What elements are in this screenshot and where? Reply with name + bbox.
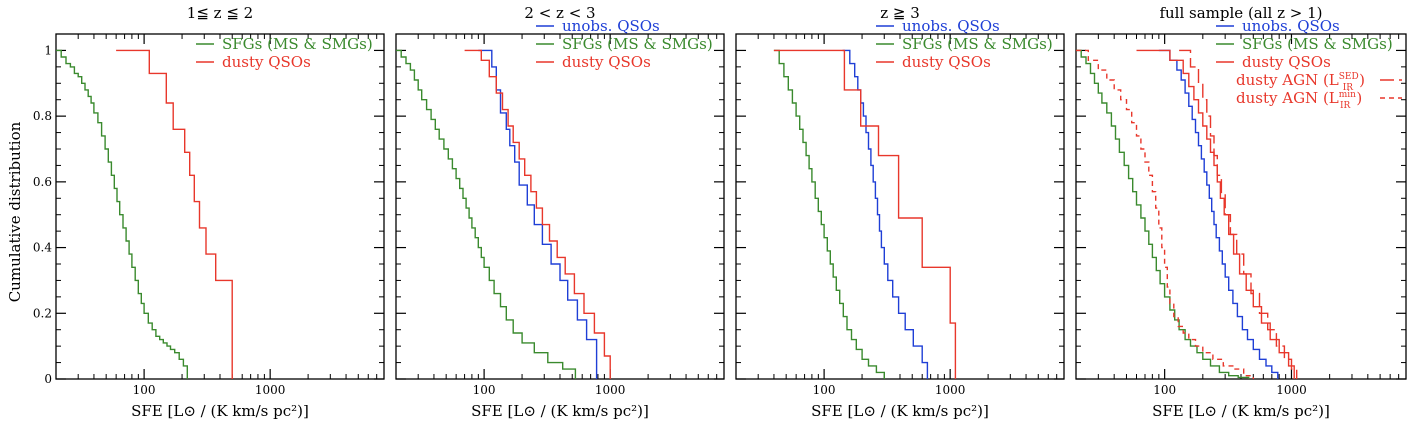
plot-frame xyxy=(735,33,1065,380)
legend-label: dusty QSOs xyxy=(562,53,651,71)
legend-entry: SFGs (MS & SMGs) xyxy=(1216,35,1393,53)
panel-4: full sample (all z > 1) 100 1000 SFE [L⊙ / … xyxy=(1075,4,1407,420)
panel-1: 1≦ z ≦ 2 100 1000 0 0.2 0.4 0.6 0.8 1 SFE [L⊙ / (… xyxy=(33,4,385,420)
panel-title: z ≧ 3 xyxy=(880,4,920,22)
legend-entry: dusty QSOs xyxy=(196,53,311,71)
x-tick-label: 1000 xyxy=(255,383,286,397)
legend-entry: dusty AGN (LSED IR) xyxy=(1236,71,1402,93)
series-sfgs-ms-smgs xyxy=(1076,49,1250,379)
x-tick-label: 1000 xyxy=(1276,383,1307,397)
series-sfgs-ms-smgs xyxy=(56,49,188,379)
series-dusty-qsos xyxy=(116,49,233,379)
y-tick-label: 0.4 xyxy=(33,241,52,255)
series-unobs-qsos xyxy=(842,49,929,379)
series-dusty-agn-l-ir-min xyxy=(1076,49,1254,379)
panel-title: full sample (all z > 1) xyxy=(1159,4,1322,22)
x-tick-label: 1000 xyxy=(935,383,966,397)
legend-label: dusty QSOs xyxy=(902,53,991,71)
x-tick-label: 100 xyxy=(813,383,836,397)
y-tick-label: 0.2 xyxy=(33,306,52,320)
legend-entry: dusty QSOs xyxy=(876,53,991,71)
x-tick-label: 100 xyxy=(133,383,156,397)
legend-entry: SFGs (MS & SMGs) xyxy=(876,35,1053,53)
y-tick-label: 0 xyxy=(44,372,52,386)
panel-title: 1≦ z ≦ 2 xyxy=(187,4,253,22)
legend-entry: unobs. QSOs xyxy=(876,17,1000,35)
series-unobs-qsos xyxy=(1158,49,1279,379)
series-dusty-qsos xyxy=(464,49,611,379)
x-axis-label: SFE [L⊙ / (K km/s pc²)] xyxy=(1152,402,1330,420)
legend-entry: unobs. QSOs xyxy=(1216,17,1340,35)
y-tick-label: 0.8 xyxy=(33,109,52,123)
panel-3: z ≧ 3 100 1000 SFE [L⊙ / (K km/s pc²)] unobs… xyxy=(735,4,1065,420)
x-tick-label: 1000 xyxy=(595,383,626,397)
legend-label: dusty QSOs xyxy=(222,53,311,71)
legend-label: SFGs (MS & SMGs) xyxy=(902,35,1053,53)
legend-entry: SFGs (MS & SMGs) xyxy=(196,35,373,53)
x-tick-label: 100 xyxy=(473,383,496,397)
legend-label: unobs. QSOs xyxy=(1242,17,1340,35)
legend-label: dusty AGN (Lmin IR) xyxy=(1236,89,1362,111)
x-axis-label: SFE [L⊙ / (K km/s pc²)] xyxy=(131,402,309,420)
series-dusty-agn-l-ir-sed xyxy=(1179,49,1298,379)
x-tick-label: 100 xyxy=(1153,383,1176,397)
legend-entry: SFGs (MS & SMGs) xyxy=(536,35,713,53)
series-sfgs-ms-smgs xyxy=(773,49,885,379)
plot-frame xyxy=(395,33,725,380)
legend-entry: dusty QSOs xyxy=(1216,53,1331,71)
legend-label: dusty AGN (LSED IR) xyxy=(1236,71,1365,93)
legend-label: SFGs (MS & SMGs) xyxy=(562,35,713,53)
legend-label: dusty QSOs xyxy=(1242,53,1331,71)
series-dusty-qsos xyxy=(773,49,957,379)
legend-label: unobs. QSOs xyxy=(562,17,660,35)
panel-title: 2 < z < 3 xyxy=(524,4,595,22)
y-tick-label: 1 xyxy=(44,43,52,57)
series-sfgs-ms-smgs xyxy=(396,49,577,379)
legend-entry: dusty AGN (Lmin IR) xyxy=(1236,89,1402,111)
y-axis-label: Cumulative distribution xyxy=(6,121,24,302)
legend-label: SFGs (MS & SMGs) xyxy=(1242,35,1393,53)
plot-frame xyxy=(55,33,385,380)
x-axis-label: SFE [L⊙ / (K km/s pc²)] xyxy=(811,402,989,420)
legend-entry: unobs. QSOs xyxy=(536,17,660,35)
x-axis-label: SFE [L⊙ / (K km/s pc²)] xyxy=(471,402,649,420)
panel-2: 2 < z < 3 100 1000 SFE [L⊙ / (K km/s pc²)] u… xyxy=(395,4,725,420)
legend-label: unobs. QSOs xyxy=(902,17,1000,35)
legend-entry: dusty QSOs xyxy=(536,53,651,71)
legend-label: SFGs (MS & SMGs) xyxy=(222,35,373,53)
y-tick-label: 0.6 xyxy=(33,175,52,189)
series-unobs-qsos xyxy=(478,49,598,379)
